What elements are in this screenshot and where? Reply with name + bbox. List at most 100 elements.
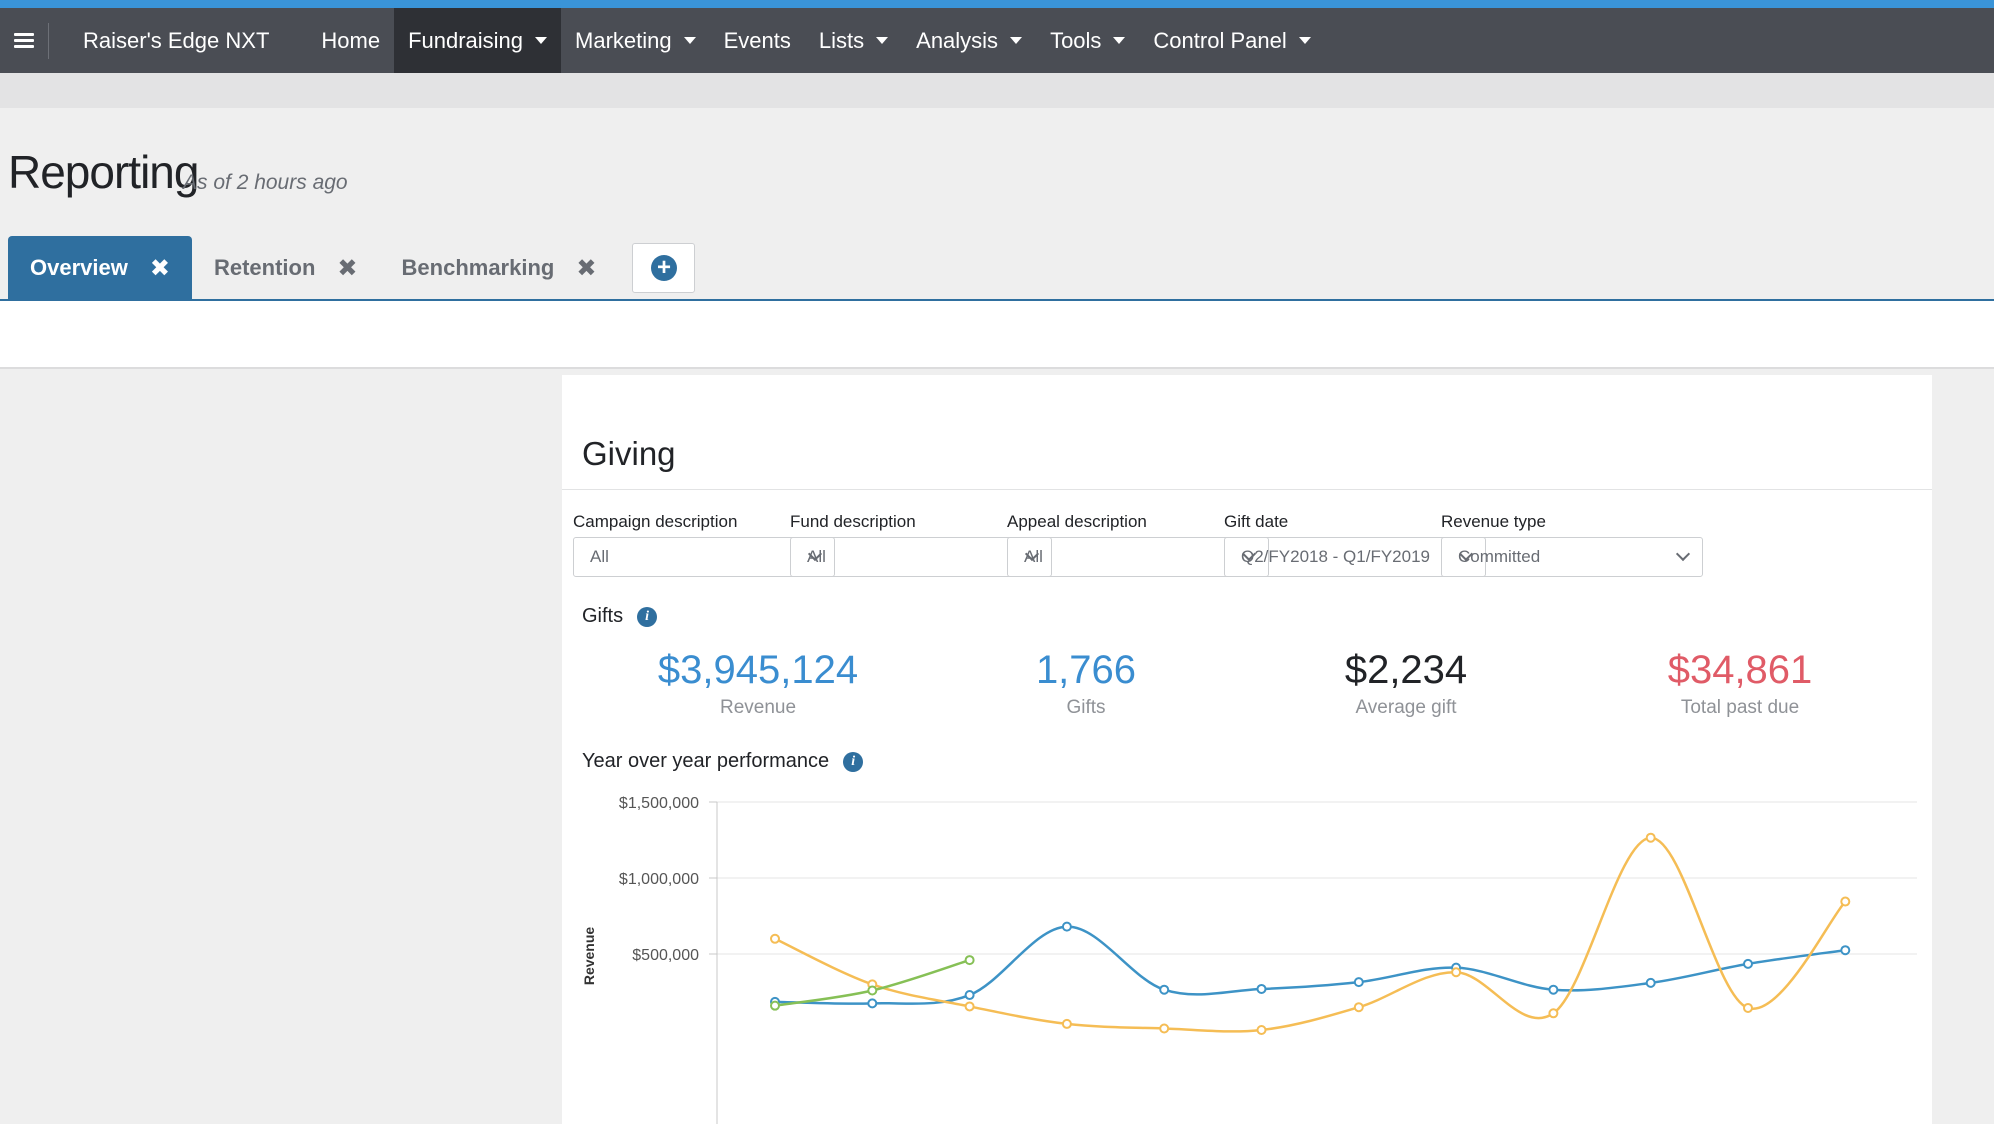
tab-overview[interactable]: Overview ✖ (8, 236, 192, 300)
y-tick-label: $500,000 (632, 947, 699, 964)
data-point[interactable] (770, 933, 780, 944)
y-axis-label: Revenue (581, 927, 597, 986)
data-point[interactable] (1159, 1023, 1170, 1034)
data-point[interactable] (867, 985, 878, 996)
close-icon[interactable]: ✖ (576, 254, 597, 282)
data-point[interactable] (1645, 977, 1656, 988)
nav-item-fundraising[interactable]: Fundraising (394, 8, 562, 73)
filter-campaign-description: Campaign description All (573, 512, 835, 577)
sub-header-bar (0, 73, 1994, 108)
nav-item-home[interactable]: Home (307, 8, 394, 73)
filter-select[interactable]: All (573, 537, 835, 577)
stat-value: $34,861 (1667, 648, 1813, 692)
data-point[interactable] (964, 1001, 975, 1012)
yoy-section-label: Year over year performance i (582, 750, 864, 773)
add-tab-button[interactable]: + (632, 243, 696, 293)
caret-down-icon (1113, 37, 1126, 44)
panel-divider (562, 489, 1932, 490)
close-icon[interactable]: ✖ (337, 254, 358, 282)
hamburger-menu-icon[interactable] (0, 8, 48, 73)
caret-down-icon (1298, 37, 1311, 44)
data-point[interactable] (964, 990, 975, 1001)
caret-down-icon (1010, 37, 1023, 44)
nav-item-label: Fundraising (408, 27, 524, 53)
y-tick-label: $1,000,000 (619, 871, 699, 888)
data-point[interactable] (1743, 1002, 1753, 1013)
caret-down-icon (535, 37, 548, 44)
yoy-label: Year over year performance (582, 750, 830, 772)
giving-panel: Giving Campaign description All Fund descr… (562, 375, 1932, 1124)
stat-average-gift: $2,234 Average gift (1246, 648, 1566, 719)
data-point[interactable] (964, 955, 975, 966)
tab-label: Retention (213, 255, 316, 280)
filter-label: Revenue type (1441, 512, 1546, 531)
close-icon[interactable]: ✖ (149, 254, 170, 282)
filter-appeal-description: Appeal description All (1007, 512, 1269, 577)
gifts-label: Gifts (582, 605, 624, 627)
gifts-section-label: Gifts i (582, 605, 658, 628)
filter-label: Campaign description (573, 512, 738, 531)
panel-title: Giving (582, 435, 676, 472)
stat-total-past-due: $34,861 Total past due (1580, 648, 1900, 719)
nav-item-analysis[interactable]: Analysis (902, 8, 1036, 73)
stat-label: Average gift (1355, 697, 1457, 718)
filter-revenue-type: Revenue type Committed (1441, 512, 1703, 577)
tab-retention[interactable]: Retention ✖ (192, 236, 380, 300)
chevron-down-icon (1675, 546, 1691, 562)
data-point[interactable] (1061, 921, 1072, 932)
filter-value: Q2/FY2018 - Q1/FY2019 (1241, 547, 1430, 566)
data-point[interactable] (1159, 984, 1170, 995)
stat-revenue: $3,945,124 Revenue (598, 648, 918, 719)
tab-label: Benchmarking (401, 255, 555, 280)
nav-item-label: Marketing (575, 27, 672, 53)
data-point[interactable] (1743, 958, 1753, 969)
info-icon[interactable]: i (637, 606, 658, 627)
brand-link[interactable]: Raiser's Edge NXT (83, 27, 270, 53)
data-point[interactable] (1353, 1002, 1364, 1013)
data-point[interactable] (1548, 984, 1559, 995)
filter-label: Fund description (790, 512, 916, 531)
data-point[interactable] (1840, 945, 1851, 956)
data-point[interactable] (1256, 983, 1267, 994)
data-point[interactable] (1451, 967, 1462, 978)
filter-value: All (590, 547, 609, 566)
report-tabs: Overview ✖ Retention ✖ Benchmarking ✖ + (8, 236, 696, 300)
stat-value: $3,945,124 (657, 648, 859, 692)
stat-value: $2,234 (1344, 648, 1468, 692)
filter-select[interactable]: All (1007, 537, 1269, 577)
filter-select[interactable]: All (790, 537, 1052, 577)
nav-item-lists[interactable]: Lists (805, 8, 902, 73)
page-subtitle: As of 2 hours ago (183, 171, 348, 194)
top-accent-bar (0, 0, 1994, 8)
data-point[interactable] (1256, 1025, 1267, 1035)
filter-select[interactable]: Committed (1441, 537, 1703, 577)
nav-item-label: Control Panel (1153, 27, 1287, 53)
nav-item-events[interactable]: Events (710, 8, 805, 73)
filter-value: All (1024, 547, 1043, 566)
nav-item-control-panel[interactable]: Control Panel (1139, 8, 1324, 73)
nav-item-label: Lists (818, 27, 865, 53)
nav-item-label: Analysis (916, 27, 999, 53)
data-point[interactable] (1548, 1008, 1559, 1019)
stat-label: Revenue (719, 697, 797, 718)
nav-divider (48, 22, 49, 59)
y-tick-label: $1,500,000 (619, 795, 699, 812)
tab-benchmarking[interactable]: Benchmarking ✖ (380, 236, 619, 300)
filter-value: Committed (1458, 547, 1541, 566)
data-point[interactable] (770, 1000, 780, 1011)
nav-item-marketing[interactable]: Marketing (561, 8, 710, 73)
data-point[interactable] (1840, 896, 1851, 907)
info-icon[interactable]: i (843, 751, 864, 772)
filter-select[interactable]: Q2/FY2018 - Q1/FY2019 (1224, 537, 1486, 577)
data-point[interactable] (1353, 977, 1364, 988)
page-title: Reporting (8, 146, 199, 198)
nav-item-tools[interactable]: Tools (1036, 8, 1139, 73)
data-point[interactable] (1645, 832, 1656, 843)
data-point[interactable] (867, 998, 878, 1009)
caret-down-icon (876, 37, 889, 44)
year-over-year-chart: $1,500,000 $1,000,000 $500,000 Revenue (581, 795, 1917, 1124)
filter-label: Gift date (1224, 512, 1289, 531)
data-point[interactable] (1061, 1018, 1072, 1029)
filter-gift-date: Gift date Q2/FY2018 - Q1/FY2019 (1224, 512, 1486, 577)
toolbar-strip (0, 301, 1994, 369)
